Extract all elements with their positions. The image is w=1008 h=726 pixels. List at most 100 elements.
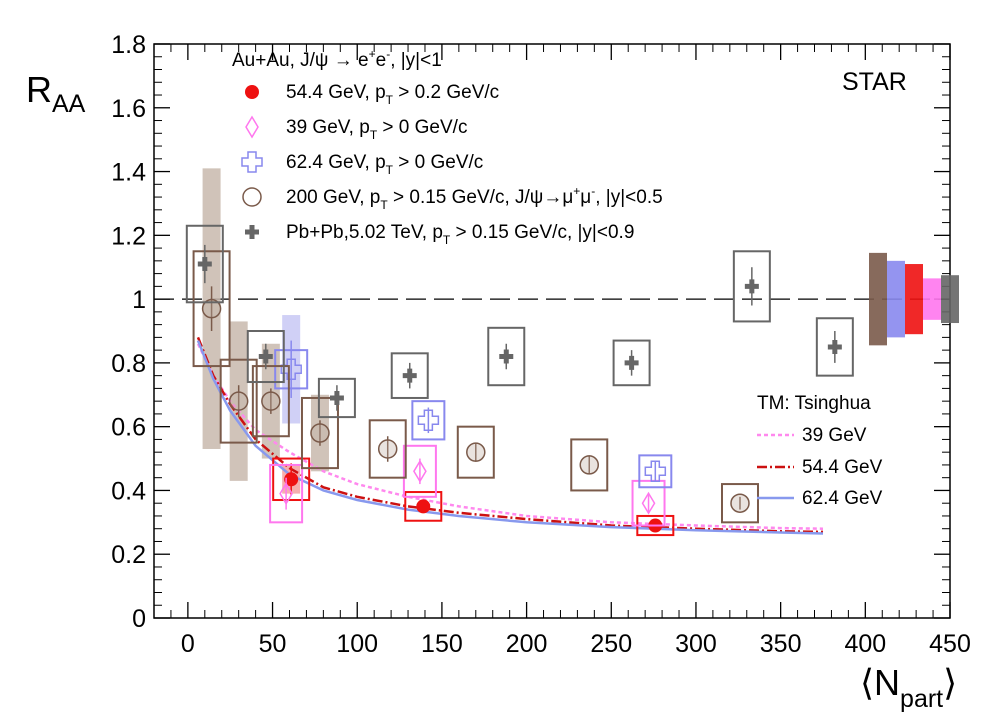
model-legend-label-62: 62.4 GeV bbox=[802, 488, 883, 509]
sys-box bbox=[638, 454, 673, 489]
x-tick-label: 150 bbox=[421, 630, 463, 658]
sys-box bbox=[192, 250, 231, 368]
data-point-e200 bbox=[300, 396, 339, 470]
experiment-label: STAR bbox=[842, 68, 907, 96]
marker-circle bbox=[466, 442, 486, 462]
marker-plus bbox=[197, 257, 212, 272]
data-point-e200 bbox=[368, 419, 407, 479]
y-tick-label: 0.6 bbox=[111, 414, 146, 442]
data-point-e200 bbox=[570, 438, 609, 492]
data-point-pbpb bbox=[815, 317, 854, 377]
sys-box bbox=[815, 317, 854, 377]
global-uncertainty-boxes bbox=[869, 252, 959, 346]
legend-title-sup: - bbox=[386, 47, 390, 61]
legend-label: Pb+Pb,5.02 TeV, pT > 0.15 GeV/c, |y|<0.9 bbox=[286, 222, 634, 247]
legend-title-part: , |y|<1 bbox=[390, 50, 442, 71]
sys-box bbox=[317, 377, 356, 419]
x-tick-label: 100 bbox=[336, 630, 378, 658]
global-uncertainty-e200 bbox=[869, 252, 887, 346]
legend-text: μ bbox=[580, 187, 591, 208]
legend-title-part: Au+Au, J/ψ → e bbox=[232, 50, 369, 71]
legend-text: > 0 GeV/c bbox=[377, 117, 467, 138]
legend: Au+Au, J/ψ → e+e-, |y|<1 54.4 GeV, pT > … bbox=[232, 47, 663, 247]
data-series bbox=[185, 224, 854, 537]
data-point-pbpb bbox=[246, 330, 285, 384]
sys-box bbox=[411, 400, 446, 441]
y-axis-title-main: R bbox=[26, 69, 52, 110]
y-tick-label: 1.6 bbox=[111, 95, 146, 123]
legend-text: 39 GeV, p bbox=[286, 117, 370, 138]
marker-circle bbox=[201, 298, 222, 319]
marker-dot bbox=[416, 499, 431, 514]
legend-marker-cross bbox=[241, 151, 263, 173]
legend-sup: - bbox=[591, 184, 595, 198]
legend-marker-plus bbox=[245, 225, 259, 239]
marker-plus bbox=[624, 355, 639, 370]
sys-box bbox=[368, 419, 407, 479]
sys-box bbox=[404, 491, 443, 522]
marker-dot bbox=[284, 472, 299, 487]
data-point-e39 bbox=[631, 479, 666, 527]
data-point-pbpb bbox=[612, 339, 651, 387]
model-legend-label-39: 39 GeV bbox=[802, 425, 867, 446]
x-tick-label: 50 bbox=[259, 630, 287, 658]
legend-title-sup: + bbox=[369, 47, 376, 61]
data-point-pbpb bbox=[317, 377, 356, 419]
model-legend: TM: Tsinghua 39 GeV 54.4 GeV 62.4 GeV bbox=[757, 393, 883, 509]
y-tick-label: 1 bbox=[132, 286, 146, 314]
x-axis-title-main: ⟨N bbox=[860, 662, 900, 703]
sys-box bbox=[732, 250, 771, 323]
sys-box bbox=[456, 425, 495, 479]
model-curve-model54 bbox=[196, 336, 824, 534]
legend-label: 200 GeV, pT > 0.15 GeV/c, J/ψ→μ+μ-, |y|<… bbox=[286, 184, 663, 212]
legend-sub: T bbox=[386, 93, 394, 107]
sys-box bbox=[631, 479, 666, 527]
y-tick-label: 0 bbox=[132, 605, 146, 633]
legend-marker-circle bbox=[242, 187, 262, 207]
legend-entry-62gev: 62.4 GeV, pT > 0 GeV/c bbox=[241, 151, 483, 177]
marker-circle bbox=[377, 439, 398, 459]
sys-box bbox=[219, 358, 258, 444]
x-tick-label: 400 bbox=[844, 630, 886, 658]
legend-label: 62.4 GeV, pT > 0 GeV/c bbox=[286, 152, 483, 177]
model-legend-title: TM: Tsinghua bbox=[757, 393, 871, 414]
legend-text: 200 GeV, p bbox=[286, 187, 380, 208]
legend-entry-pbpb: Pb+Pb,5.02 TeV, pT > 0.15 GeV/c, |y|<0.9 bbox=[245, 222, 634, 247]
sys-box bbox=[300, 396, 339, 470]
legend-sub: T bbox=[370, 128, 378, 142]
global-uncertainty-e62 bbox=[887, 260, 905, 338]
data-point-e200 bbox=[456, 425, 495, 479]
global-uncertainty-e54 bbox=[905, 264, 923, 335]
data-point-e62 bbox=[411, 400, 446, 441]
legend-sub: T bbox=[380, 198, 388, 212]
marker-plus bbox=[329, 390, 344, 405]
marker-circle bbox=[310, 423, 330, 443]
model-curve-model62 bbox=[196, 340, 824, 535]
legend-title-part: e bbox=[376, 50, 387, 71]
marker-plus bbox=[258, 349, 273, 364]
marker-plus bbox=[499, 349, 514, 364]
data-point-e200 bbox=[192, 250, 231, 368]
sys-box bbox=[269, 463, 304, 524]
x-tick-label: 200 bbox=[506, 630, 548, 658]
data-point-e54 bbox=[404, 491, 443, 522]
legend-sup: + bbox=[573, 184, 580, 198]
legend-text: > 0 GeV/c bbox=[393, 152, 483, 173]
legend-sub: T bbox=[386, 163, 394, 177]
x-axis-title-end: ⟩ bbox=[943, 662, 957, 703]
x-tick-label: 250 bbox=[590, 630, 632, 658]
legend-text: Pb+Pb,5.02 TeV, p bbox=[286, 222, 443, 243]
model-legend-label-54: 54.4 GeV bbox=[802, 457, 883, 478]
legend-label: 54.4 GeV, pT > 0.2 GeV/c bbox=[286, 82, 499, 107]
sys-box bbox=[402, 444, 437, 498]
legend-marker-dot bbox=[245, 85, 259, 99]
global-uncertainty-pbpb bbox=[941, 275, 959, 324]
sys-box bbox=[185, 224, 224, 304]
x-axis-ticks: 0 50 100 150 200 250 300 350 400 450 bbox=[153, 44, 971, 658]
sys-box bbox=[251, 365, 290, 438]
data-point-pbpb bbox=[185, 224, 224, 304]
x-axis-title: ⟨Npart⟩ bbox=[860, 662, 957, 713]
x-axis-title-sub: part bbox=[900, 685, 943, 713]
data-point-pbpb bbox=[487, 326, 526, 387]
plot-frame bbox=[153, 43, 951, 619]
